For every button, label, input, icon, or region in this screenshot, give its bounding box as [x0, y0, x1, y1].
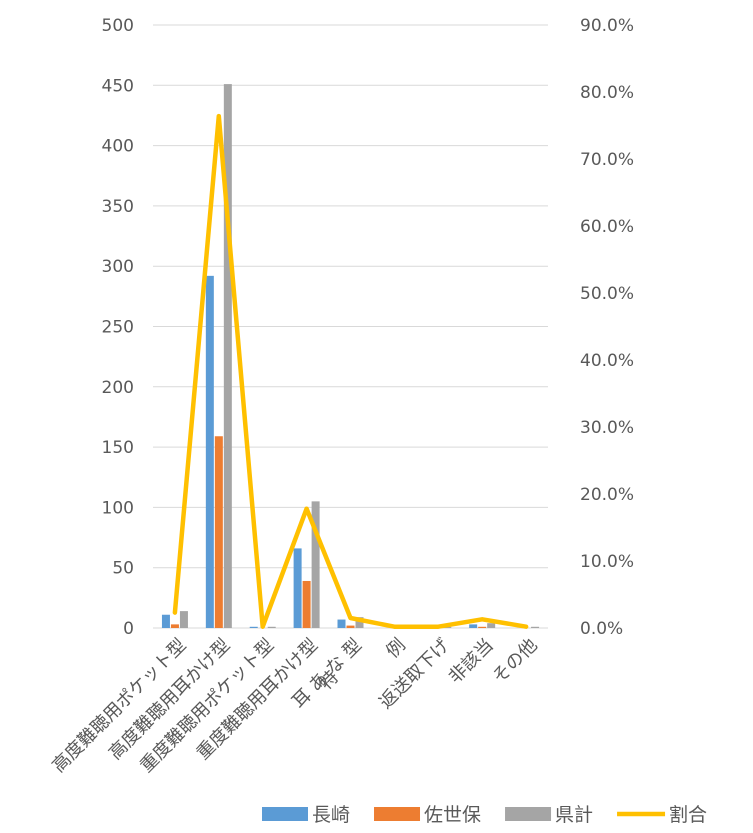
- legend-swatch: [262, 807, 308, 821]
- bar: [267, 626, 276, 628]
- bar: [337, 619, 346, 628]
- bar: [223, 84, 232, 629]
- y2-tick-label: 90.0%: [580, 16, 634, 36]
- y2-tick-label: 20.0%: [580, 485, 634, 505]
- x-tick-label: 例: [382, 635, 410, 663]
- y-axis-right: 0.0% 10.0% 20.0% 30.0% 40.0% 50.0% 60.0% 70.0% 8…: [580, 16, 634, 639]
- legend-label: 佐世保: [424, 804, 481, 826]
- bars: [161, 84, 540, 629]
- y-tick-label: 0: [123, 619, 134, 639]
- bar: [302, 580, 311, 628]
- y-tick-label: 450: [102, 76, 134, 96]
- bar: [205, 275, 214, 628]
- bar: [293, 548, 302, 628]
- legend-swatch: [505, 807, 552, 821]
- x-tick-label: 非該当: [445, 635, 498, 688]
- ratio-line: [172, 113, 529, 629]
- bar: [179, 611, 188, 628]
- y-tick-label: 500: [102, 16, 134, 36]
- y2-tick-label: 0.0%: [580, 619, 623, 639]
- bar: [170, 624, 179, 628]
- y-tick-label: 200: [102, 378, 134, 398]
- bar: [311, 501, 320, 628]
- y-tick-label: 50: [112, 559, 134, 579]
- bar: [478, 626, 487, 628]
- y2-tick-label: 10.0%: [580, 552, 634, 572]
- ratio-line-path: [172, 113, 529, 629]
- x-tick-label: その他: [489, 635, 542, 688]
- bar: [487, 623, 496, 628]
- x-axis: 高度難聴用ポケット型高度難聴用耳かけ型重度難聴用ポケット型重度難聴用耳かけ型耳 …: [48, 635, 541, 777]
- bar: [355, 617, 364, 628]
- legend-label: 県計: [555, 804, 593, 826]
- legend-label: 長崎: [312, 804, 350, 826]
- y-tick-label: 250: [102, 318, 134, 338]
- bar: [469, 624, 478, 628]
- legend-label: 割合: [669, 804, 707, 826]
- y2-tick-label: 60.0%: [580, 217, 634, 237]
- y-tick-label: 350: [102, 197, 134, 217]
- y2-tick-label: 40.0%: [580, 351, 634, 371]
- y-tick-label: 300: [102, 257, 134, 277]
- y2-tick-label: 70.0%: [580, 150, 634, 170]
- y-tick-label: 150: [102, 438, 134, 458]
- legend: 長崎 佐世保 県計 割合: [262, 804, 707, 826]
- bar: [531, 626, 540, 628]
- bar: [346, 625, 355, 628]
- y2-tick-label: 80.0%: [580, 83, 634, 103]
- y2-tick-label: 30.0%: [580, 418, 634, 438]
- y2-tick-label: 50.0%: [580, 284, 634, 304]
- bar: [161, 614, 170, 628]
- y-tick-label: 400: [102, 137, 134, 157]
- bar: [249, 626, 258, 628]
- y-axis-left: 0 50 100 150 200 250 300 350 400 450 500: [102, 16, 134, 639]
- legend-swatch: [374, 807, 421, 821]
- y-tick-label: 100: [102, 498, 134, 518]
- bar: [214, 436, 223, 628]
